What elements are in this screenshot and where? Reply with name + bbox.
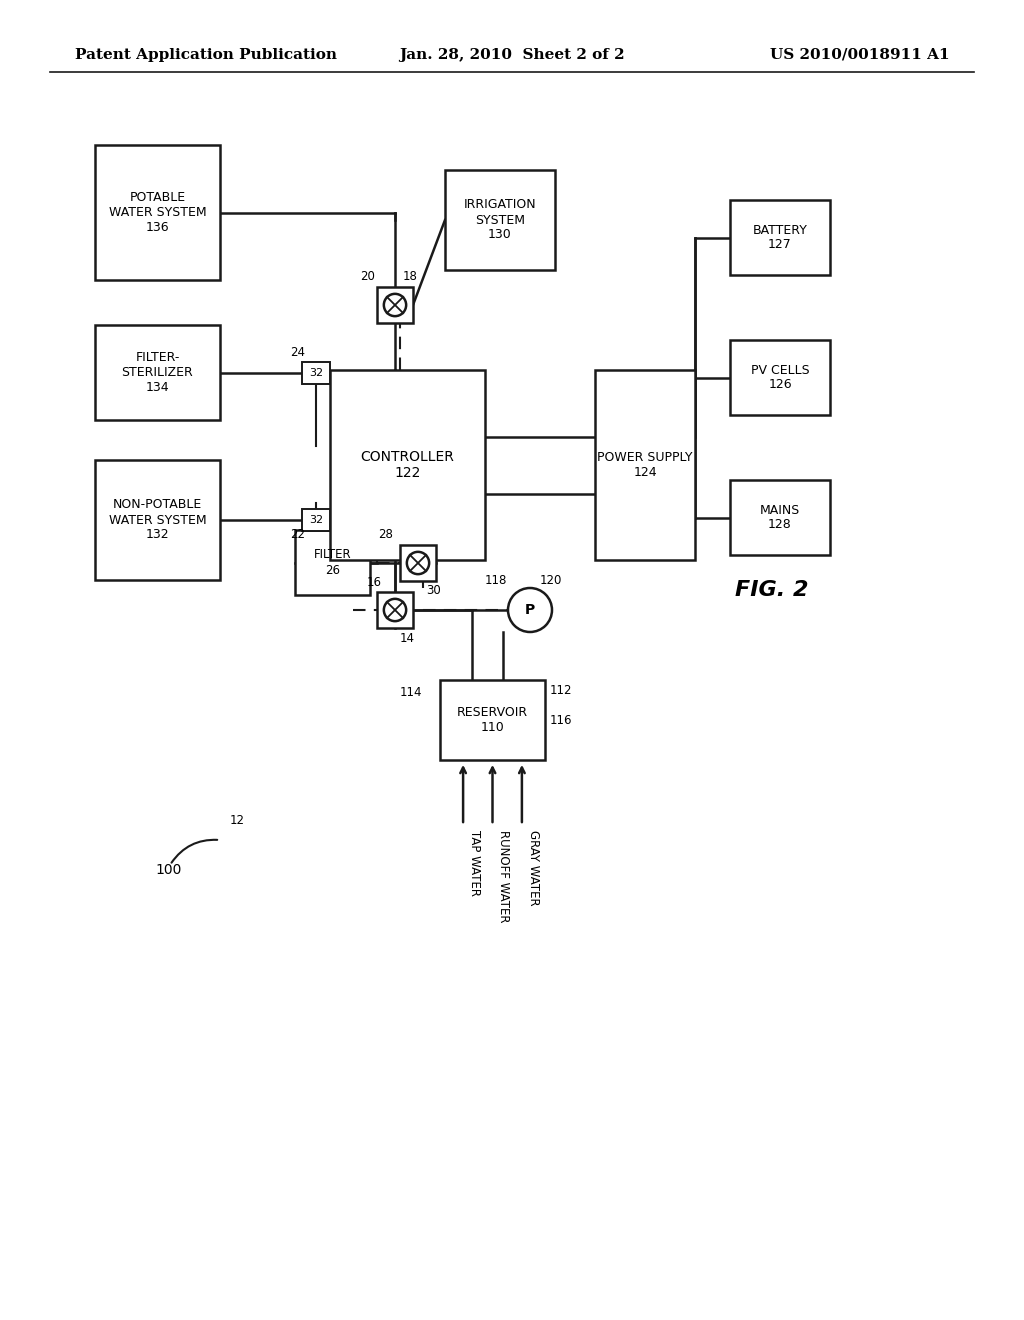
Text: Jan. 28, 2010  Sheet 2 of 2: Jan. 28, 2010 Sheet 2 of 2 bbox=[399, 48, 625, 62]
Text: RUNOFF WATER: RUNOFF WATER bbox=[498, 830, 511, 923]
Text: 116: 116 bbox=[550, 714, 572, 726]
Text: 24: 24 bbox=[290, 346, 305, 359]
Text: POTABLE
WATER SYSTEM
136: POTABLE WATER SYSTEM 136 bbox=[109, 191, 206, 234]
Text: FIG. 2: FIG. 2 bbox=[735, 579, 809, 601]
Circle shape bbox=[508, 587, 552, 632]
Bar bbox=[730, 480, 830, 554]
Text: MAINS
128: MAINS 128 bbox=[760, 503, 800, 532]
Text: 118: 118 bbox=[485, 573, 507, 586]
Text: 22: 22 bbox=[290, 528, 305, 541]
Text: CONTROLLER
122: CONTROLLER 122 bbox=[360, 450, 455, 480]
Bar bbox=[595, 370, 695, 560]
Bar bbox=[295, 531, 370, 595]
Bar bbox=[440, 680, 545, 760]
Bar bbox=[377, 591, 413, 628]
Bar bbox=[730, 201, 830, 275]
Text: 30: 30 bbox=[426, 585, 440, 598]
Circle shape bbox=[384, 599, 407, 622]
Text: Patent Application Publication: Patent Application Publication bbox=[75, 48, 337, 62]
Text: 12: 12 bbox=[230, 813, 245, 826]
Text: 16: 16 bbox=[367, 576, 382, 589]
Text: 32: 32 bbox=[309, 367, 323, 378]
Text: FILTER
26: FILTER 26 bbox=[313, 549, 351, 577]
Text: 28: 28 bbox=[378, 528, 393, 541]
Text: 14: 14 bbox=[400, 631, 415, 644]
Text: PV CELLS
126: PV CELLS 126 bbox=[751, 363, 809, 392]
Bar bbox=[400, 545, 436, 581]
Bar bbox=[95, 145, 220, 280]
Text: 18: 18 bbox=[403, 271, 418, 284]
Text: P: P bbox=[525, 603, 536, 616]
Text: NON-POTABLE
WATER SYSTEM
132: NON-POTABLE WATER SYSTEM 132 bbox=[109, 499, 206, 541]
Text: 112: 112 bbox=[550, 684, 572, 697]
Text: BATTERY
127: BATTERY 127 bbox=[753, 223, 808, 252]
Bar bbox=[377, 286, 413, 323]
Text: RESERVOIR
110: RESERVOIR 110 bbox=[457, 706, 528, 734]
Bar bbox=[730, 341, 830, 414]
Circle shape bbox=[384, 294, 407, 317]
Text: 100: 100 bbox=[155, 863, 181, 876]
Text: 114: 114 bbox=[399, 685, 422, 698]
Text: FILTER-
STERILIZER
134: FILTER- STERILIZER 134 bbox=[122, 351, 194, 393]
Bar bbox=[445, 170, 555, 271]
Bar bbox=[95, 325, 220, 420]
Text: IRRIGATION
SYSTEM
130: IRRIGATION SYSTEM 130 bbox=[464, 198, 537, 242]
Text: POWER SUPPLY
124: POWER SUPPLY 124 bbox=[597, 451, 693, 479]
Text: 120: 120 bbox=[540, 573, 562, 586]
Bar bbox=[95, 459, 220, 579]
Circle shape bbox=[407, 552, 429, 574]
Text: GRAY WATER: GRAY WATER bbox=[527, 830, 540, 906]
Text: US 2010/0018911 A1: US 2010/0018911 A1 bbox=[770, 48, 950, 62]
Bar bbox=[302, 510, 330, 531]
Text: 32: 32 bbox=[309, 515, 323, 525]
Bar bbox=[302, 362, 330, 384]
Bar bbox=[330, 370, 485, 560]
Text: 20: 20 bbox=[360, 271, 375, 284]
Text: TAP WATER: TAP WATER bbox=[468, 830, 481, 896]
